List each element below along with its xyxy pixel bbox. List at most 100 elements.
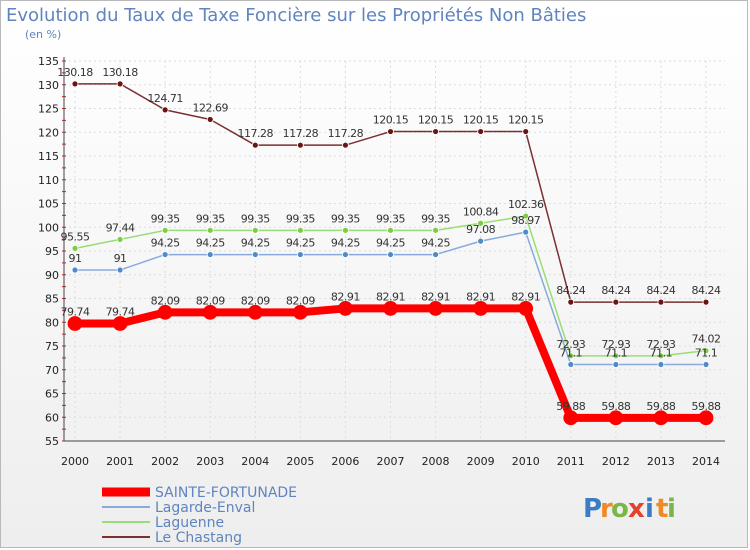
brand-letter: P	[583, 494, 602, 524]
data-point	[157, 304, 173, 320]
data-point	[563, 410, 579, 426]
data-label: 97.44	[106, 221, 135, 234]
data-label: 82.09	[286, 294, 315, 307]
data-point	[206, 116, 214, 123]
data-point	[292, 304, 308, 320]
data-point	[522, 212, 530, 220]
legend-label: SAINTE-FORTUNADE	[155, 485, 297, 501]
data-point	[432, 128, 439, 135]
brand-letter: r	[600, 494, 613, 524]
data-label: 120.15	[373, 114, 409, 127]
data-point	[567, 361, 575, 368]
chart-title: Evolution du Taux de Taxe Foncière sur l…	[6, 5, 587, 26]
data-label: 59.88	[601, 400, 630, 413]
data-label: 117.28	[238, 127, 274, 140]
data-labels: 130.18 130.18 124.71 122.69 117.28 117.28 117.…	[57, 66, 721, 413]
data-point	[657, 352, 665, 360]
data-label: 99.35	[286, 212, 315, 225]
data-point	[251, 141, 259, 149]
data-label: 122.69	[192, 101, 228, 114]
data-point	[473, 301, 489, 316]
data-point	[428, 301, 443, 316]
x-tick-label: 2003	[196, 455, 224, 468]
data-label: 97.08	[466, 223, 495, 236]
data-label: 117.28	[328, 127, 364, 140]
legend-label: Lagarde-Enval	[155, 500, 255, 516]
x-tick-label: 2001	[106, 455, 134, 468]
legend-label: Laguenne	[155, 515, 224, 531]
data-label: 124.71	[147, 92, 183, 105]
data-label: 79.74	[61, 305, 90, 318]
data-point	[477, 219, 485, 227]
data-point	[612, 298, 620, 306]
data-label: 94.25	[151, 237, 180, 250]
data-label: 94.25	[331, 237, 360, 250]
data-point	[702, 361, 710, 368]
data-label: 72.93	[601, 338, 630, 351]
data-point	[608, 410, 624, 426]
data-point	[387, 128, 394, 135]
y-tick-label: 95	[45, 245, 59, 258]
data-label: 95.55	[61, 230, 90, 243]
data-point	[612, 352, 620, 360]
series-layer	[67, 80, 714, 426]
data-label: 71.1	[695, 347, 718, 360]
data-label: 99.35	[331, 212, 360, 225]
x-tick-label: 2012	[602, 455, 630, 468]
data-label: 82.09	[241, 294, 270, 307]
x-tick-label: 2006	[331, 455, 359, 468]
data-point	[112, 316, 128, 331]
data-point	[698, 410, 714, 426]
y-tick-label: 130	[38, 79, 59, 92]
y-tick-label: 110	[38, 174, 59, 187]
x-tick-label: 2013	[647, 455, 675, 468]
data-label: 82.91	[331, 290, 360, 303]
y-tick-label: 120	[38, 126, 59, 139]
data-point	[116, 266, 124, 274]
x-tick-label: 2004	[241, 455, 269, 468]
y-tick-label: 135	[38, 55, 59, 68]
data-point	[161, 106, 169, 114]
data-label: 130.18	[57, 66, 93, 79]
data-label: 94.25	[421, 237, 450, 250]
y-tick-label: 75	[45, 340, 59, 353]
x-tick-label: 2009	[467, 455, 495, 468]
legend-label: Le Chastang	[155, 530, 242, 546]
data-label: 91	[114, 252, 127, 265]
data-point	[338, 301, 353, 316]
x-tick-label: 2010	[512, 455, 540, 468]
brand-letter: t	[656, 494, 668, 524]
data-point	[342, 141, 349, 149]
chart-subtitle: (en %)	[25, 28, 62, 41]
data-label: 72.93	[646, 338, 675, 351]
data-label: 99.35	[376, 212, 405, 225]
data-point	[342, 226, 349, 234]
data-point	[296, 141, 304, 149]
data-label: 120.15	[418, 114, 454, 127]
data-label: 94.25	[241, 237, 270, 250]
y-tick-label: 65	[45, 388, 59, 401]
data-label: 91	[69, 252, 82, 265]
data-point	[116, 236, 124, 243]
data-point	[567, 298, 575, 306]
y-tick-label: 125	[38, 103, 59, 116]
brand-letter: i	[645, 494, 654, 524]
brand-letter: i	[667, 494, 676, 524]
x-tick-label: 2000	[61, 455, 89, 468]
y-tick-label: 100	[38, 221, 59, 234]
data-label: 117.28	[283, 127, 319, 140]
data-point	[116, 80, 124, 88]
data-label: 71.1	[605, 347, 628, 360]
axes: 5560657075808590951001051101151201251301…	[38, 55, 725, 468]
data-point	[296, 251, 304, 258]
data-point	[342, 251, 349, 258]
data-point	[206, 226, 214, 234]
data-label: 120.15	[463, 114, 499, 127]
y-tick-label: 55	[45, 435, 59, 448]
data-point	[432, 251, 439, 258]
proxiti-logo: Pro x i ti	[583, 494, 676, 524]
brand-letter: o	[611, 494, 629, 524]
data-label: 71.1	[560, 347, 583, 360]
y-tick-label: 105	[38, 198, 59, 211]
data-point	[251, 226, 259, 234]
